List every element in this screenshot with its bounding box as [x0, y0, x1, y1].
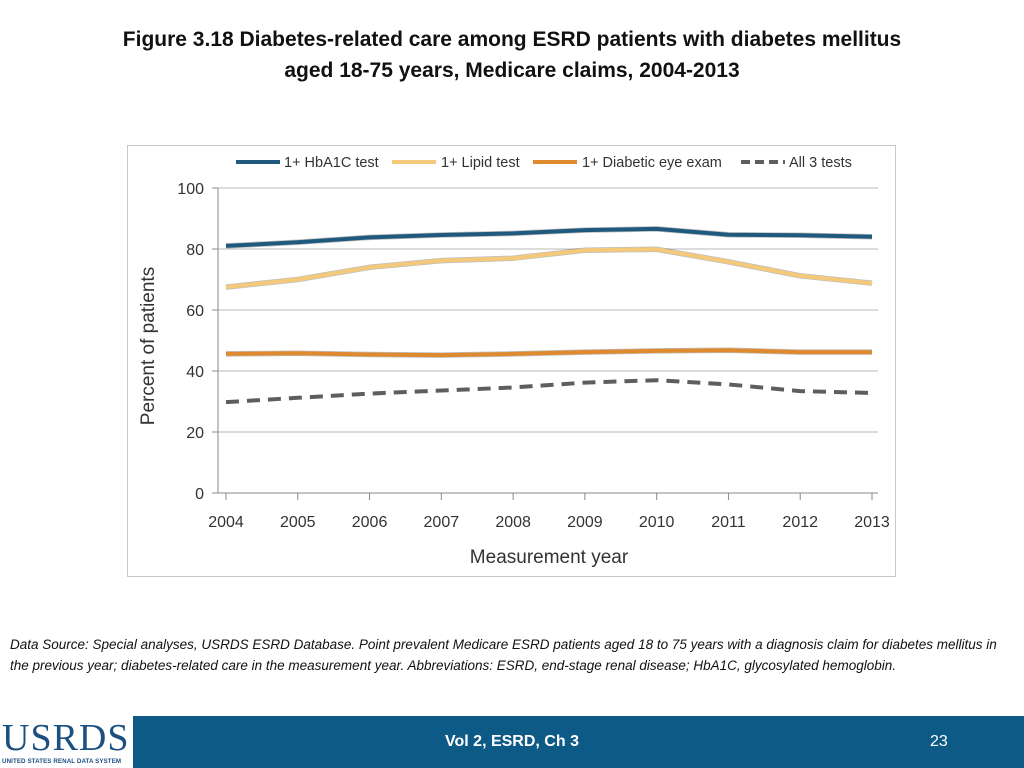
- y-tick-label: 20: [186, 425, 204, 442]
- y-tick-label: 100: [177, 181, 204, 198]
- legend-label-1-diabetic-eye-exam: 1+ Diabetic eye exam: [582, 155, 722, 171]
- x-tick-label: 2010: [639, 514, 675, 531]
- usrds-logo: USRDS UNITED STATES RENAL DATA SYSTEM: [0, 716, 133, 768]
- y-tick-label: 80: [186, 242, 204, 259]
- chart-frame: 0 20 40 60 80 100 2004 2005 2006 2007 2008 2009 2010…: [127, 145, 896, 577]
- logo-text: USRDS: [2, 717, 130, 759]
- legend: 1+ HbA1C test 1+ Lipid test 1+ Diabetic ey…: [236, 155, 852, 171]
- title-line-2: aged 18-75 years, Medicare claims, 2004-…: [284, 59, 740, 82]
- title-line-1: Figure 3.18 Diabetes-related care among …: [122, 28, 902, 51]
- page-number: 23: [930, 733, 948, 750]
- x-tick-label: 2005: [280, 514, 316, 531]
- x-tick-label: 2012: [782, 514, 818, 531]
- y-tick-label: 40: [186, 364, 204, 381]
- x-tick-label: 2011: [711, 514, 746, 531]
- data-source-note: Data Source: Special analyses, USRDS ESR…: [10, 637, 997, 673]
- x-axis-title: Measurement year: [470, 547, 629, 568]
- series-layer: [225, 226, 873, 405]
- series-line-1-diabetic-eye-exam: [225, 348, 872, 358]
- y-axis-title: Percent of patients: [138, 267, 159, 425]
- legend-label-all-3-tests: All 3 tests: [789, 155, 852, 171]
- grid-layer: [218, 187, 878, 433]
- slide-title: Figure 3.18 Diabetes-related care among …: [0, 24, 1024, 86]
- x-tick-label: 2009: [567, 514, 603, 531]
- series-line-1-hba1c-test: [225, 226, 873, 248]
- footer-bar: USRDS UNITED STATES RENAL DATA SYSTEM Vo…: [0, 716, 1024, 768]
- legend-label-1-hba1c-test: 1+ HbA1C test: [284, 155, 379, 171]
- x-tick-label: 2004: [208, 514, 244, 531]
- series-line-1-lipid-test: [225, 247, 873, 290]
- y-tick-label: 0: [195, 486, 204, 503]
- footer-volume-label: Vol 2, ESRD, Ch 3: [445, 733, 579, 750]
- x-tick-label: 2013: [854, 514, 890, 531]
- y-tick-label: 60: [186, 303, 204, 320]
- x-tick-label: 2006: [352, 514, 388, 531]
- axis-layer: 0 20 40 60 80 100 2004 2005 2006 2007 2008 2009 2010…: [177, 181, 890, 531]
- logo-subtext: UNITED STATES RENAL DATA SYSTEM: [2, 758, 122, 765]
- legend-label-1-lipid-test: 1+ Lipid test: [441, 155, 520, 171]
- line-chart: 0 20 40 60 80 100 2004 2005 2006 2007 2008 2009 2010…: [138, 155, 890, 568]
- series-line-all-3-tests: [225, 378, 873, 405]
- x-tick-label: 2008: [495, 514, 531, 531]
- x-tick-label: 2007: [424, 514, 460, 531]
